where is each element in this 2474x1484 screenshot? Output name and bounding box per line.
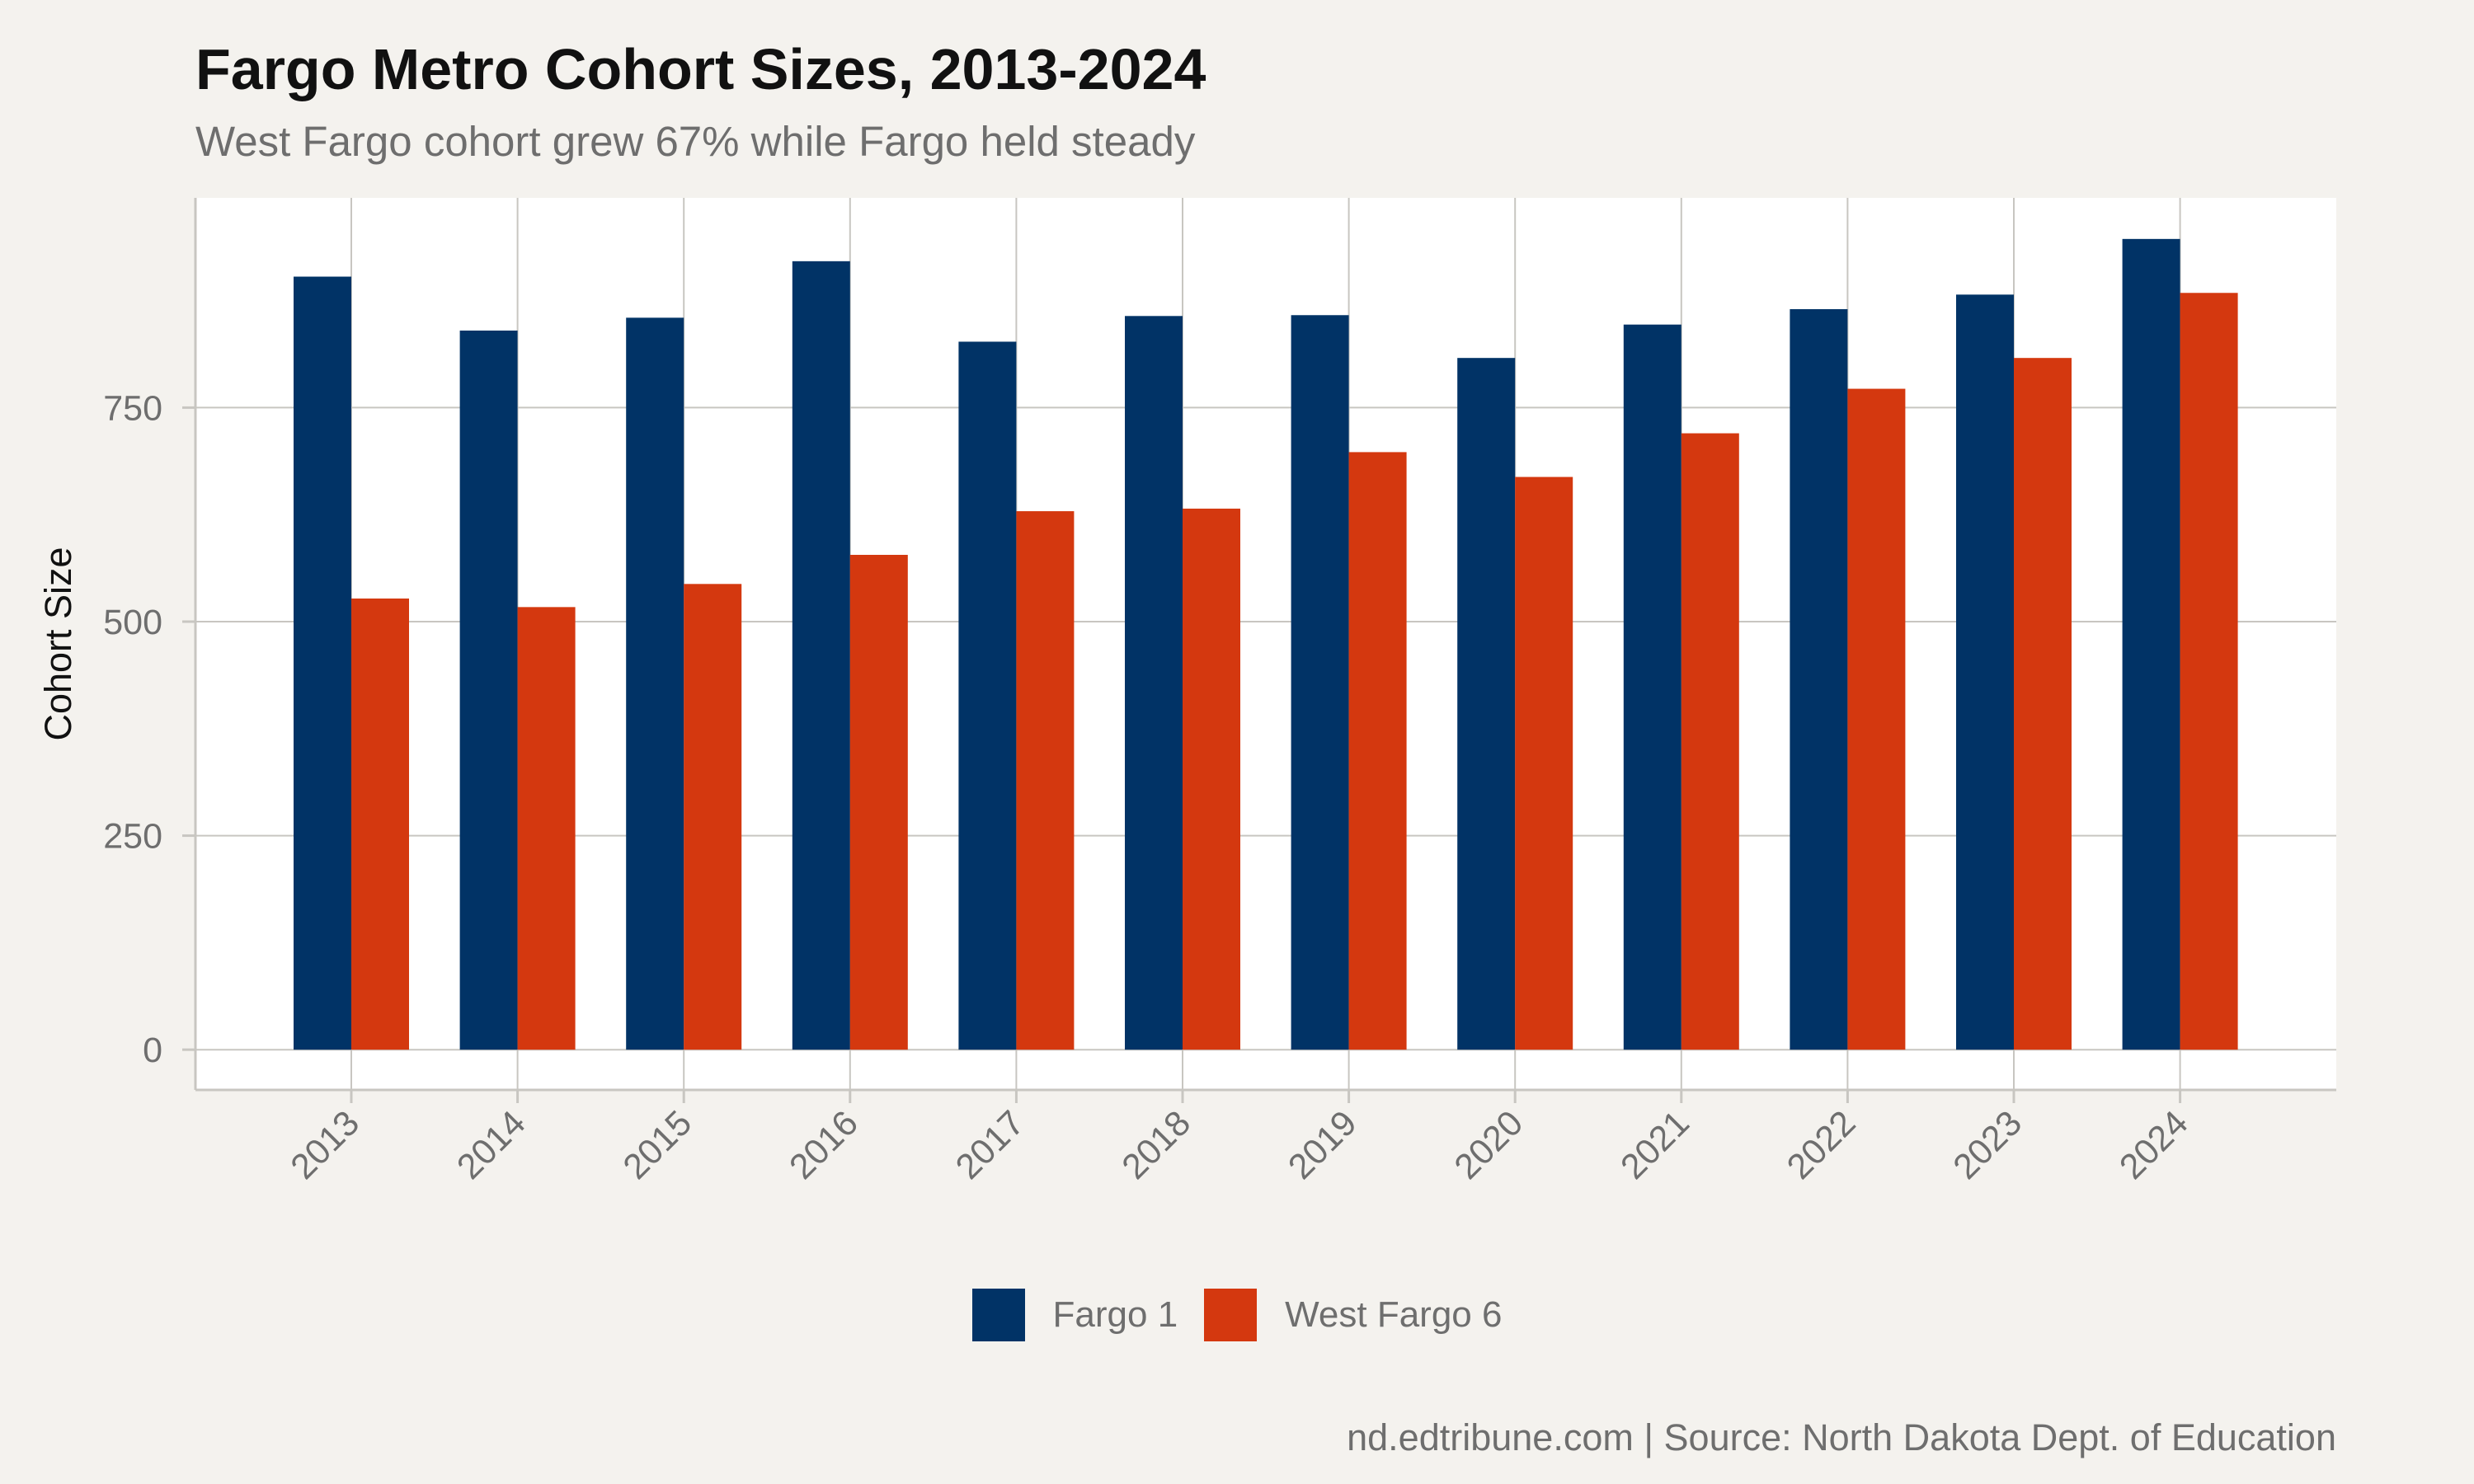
x-tick-label: 2017 <box>948 1103 1032 1187</box>
x-tick-label: 2022 <box>1780 1103 1864 1187</box>
x-tick-label: 2018 <box>1114 1103 1198 1187</box>
y-tick-label: 750 <box>103 388 162 428</box>
y-tick-label: 250 <box>103 817 162 857</box>
bar-fargo-2019 <box>1291 315 1349 1050</box>
bar-fargo-2020 <box>1457 358 1516 1050</box>
y-tick-label: 500 <box>103 603 162 642</box>
x-tick-label: 2015 <box>616 1103 700 1187</box>
bar-fargo-2013 <box>294 276 351 1050</box>
chart-title: Fargo Metro Cohort Sizes, 2013-2024 <box>195 37 1206 101</box>
bar-fargo-2014 <box>459 330 518 1050</box>
legend-label-fargo: Fargo 1 <box>1052 1294 1178 1335</box>
legend: Fargo 1 West Fargo 6 <box>0 1289 2474 1341</box>
x-tick-label: 2013 <box>283 1103 367 1187</box>
bar-west-fargo-2021 <box>1681 433 1739 1050</box>
x-tick-label: 2016 <box>782 1103 866 1187</box>
bar-fargo-2023 <box>1956 294 2014 1050</box>
source-caption: nd.edtribune.com | Source: North Dakota … <box>1347 1416 2336 1458</box>
bar-fargo-2017 <box>958 341 1017 1050</box>
bar-fargo-2022 <box>1790 308 1848 1050</box>
bar-fargo-2018 <box>1125 316 1183 1050</box>
bar-west-fargo-2015 <box>684 584 742 1050</box>
legend-item-west-fargo: West Fargo 6 <box>1204 1289 1502 1341</box>
y-tick-label: 0 <box>143 1031 162 1070</box>
bar-fargo-2015 <box>626 317 684 1050</box>
x-tick-label: 2024 <box>2112 1103 2196 1187</box>
bar-fargo-2016 <box>792 261 850 1050</box>
bar-west-fargo-2022 <box>1847 388 1906 1050</box>
bar-fargo-2021 <box>1623 324 1681 1050</box>
x-tick-label: 2019 <box>1281 1103 1365 1187</box>
bar-west-fargo-2018 <box>1183 508 1240 1050</box>
bars <box>294 238 2238 1050</box>
legend-item-fargo: Fargo 1 <box>971 1289 1178 1341</box>
bar-west-fargo-2016 <box>849 555 908 1050</box>
bar-fargo-2024 <box>2122 238 2180 1050</box>
bar-west-fargo-2019 <box>1348 452 1407 1050</box>
bar-west-fargo-2020 <box>1515 477 1573 1050</box>
legend-swatch-fargo <box>971 1289 1025 1341</box>
bar-west-fargo-2023 <box>2014 358 2072 1050</box>
legend-label-west-fargo: West Fargo 6 <box>1285 1294 1503 1335</box>
x-tick-label: 2021 <box>1613 1103 1697 1187</box>
bar-west-fargo-2014 <box>517 607 576 1050</box>
bar-west-fargo-2013 <box>351 598 409 1050</box>
y-axis-title: Cohort Size <box>37 547 79 740</box>
chart-subtitle: West Fargo cohort grew 67% while Fargo h… <box>195 118 1196 165</box>
x-tick-label: 2023 <box>1945 1103 2030 1187</box>
bar-west-fargo-2017 <box>1016 511 1075 1050</box>
x-tick-label: 2020 <box>1447 1103 1531 1187</box>
bar-west-fargo-2024 <box>2180 293 2238 1050</box>
legend-swatch-west-fargo <box>1204 1289 1258 1341</box>
x-tick-label: 2014 <box>449 1103 534 1187</box>
